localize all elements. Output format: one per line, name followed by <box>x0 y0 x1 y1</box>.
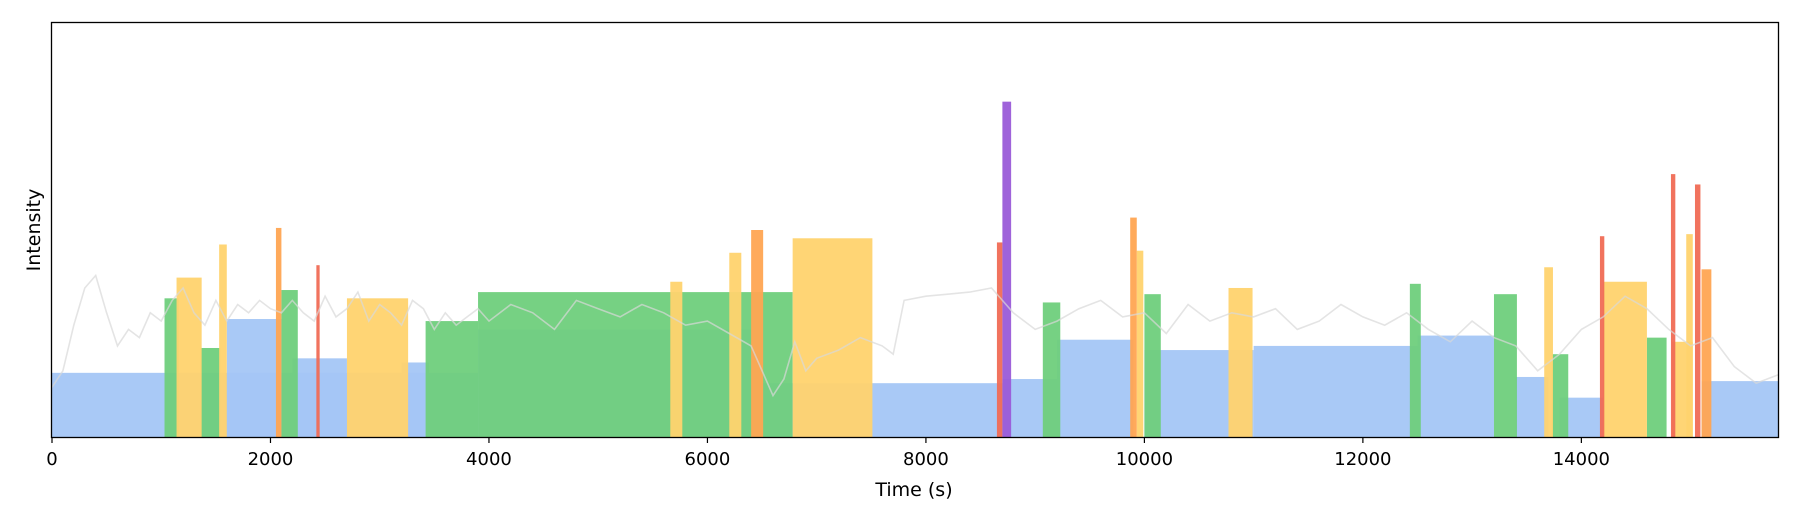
segment-bar-green-23 <box>1493 294 1517 437</box>
segment-bar-green-17 <box>281 290 298 437</box>
x-axis-label: Time (s) <box>874 479 952 501</box>
segment-bar-green-22 <box>1409 283 1421 437</box>
segment-bar-yellow-29 <box>670 281 683 437</box>
segment-bar-blue-14 <box>1701 381 1778 437</box>
segment-bar-orange-41 <box>1701 269 1712 437</box>
segment-bar-red-44 <box>1599 236 1605 437</box>
x-tick-label-10000: 10000 <box>1116 449 1173 470</box>
x-tick-label-8000: 8000 <box>903 449 949 470</box>
segment-bar-yellow-26 <box>176 277 202 437</box>
segment-bar-yellow-33 <box>1228 287 1253 437</box>
segment-bar-blue-8 <box>1057 339 1134 437</box>
segment-bar-red-45 <box>1670 174 1676 438</box>
segment-bar-orange-38 <box>275 227 282 437</box>
segment-bar-green-15 <box>164 298 179 437</box>
x-tick-label-6000: 6000 <box>685 449 731 470</box>
segment-bar-green-24 <box>1551 354 1569 437</box>
segment-bar-orange-40 <box>1130 217 1137 437</box>
segment-bar-blue-12 <box>1515 376 1549 437</box>
x-tick-label-12000: 12000 <box>1334 449 1391 470</box>
segment-bar-green-18 <box>425 321 479 437</box>
y-axis-label: Intensity <box>23 189 45 272</box>
segment-bar-yellow-36 <box>1686 234 1693 437</box>
segment-bar-green-21 <box>1144 294 1161 437</box>
x-tick-label-2000: 2000 <box>248 449 294 470</box>
segment-bar-green-16 <box>200 347 221 437</box>
segment-bar-yellow-37 <box>1672 341 1693 437</box>
segment-bar-orange-39 <box>751 230 764 437</box>
plot-frame <box>50 21 1780 439</box>
segment-bar-green-19 <box>478 292 793 437</box>
x-tick-label-14000: 14000 <box>1553 449 1610 470</box>
segment-bar-green-25 <box>1646 337 1667 437</box>
segment-bar-yellow-32 <box>1136 250 1144 437</box>
x-tick-label-4000: 4000 <box>466 449 512 470</box>
segment-bar-purple-47 <box>1002 101 1012 437</box>
segments-layer <box>52 101 1778 438</box>
segment-bar-yellow-28 <box>346 298 409 437</box>
segment-bar-yellow-34 <box>1544 267 1553 437</box>
segment-bar-blue-11 <box>1417 335 1494 437</box>
segment-bar-green-20 <box>1042 302 1061 437</box>
x-tick-label-0: 0 <box>46 449 57 470</box>
segment-bar-red-42 <box>316 265 320 437</box>
segment-bar-yellow-35 <box>1603 281 1647 437</box>
segment-bar-blue-10 <box>1253 345 1418 437</box>
segment-bar-yellow-27 <box>219 244 227 437</box>
segment-bar-red-43 <box>996 242 1003 437</box>
intensity-trace-line <box>51 273 1779 398</box>
segment-bar-red-46 <box>1694 184 1701 437</box>
segment-bar-blue-1 <box>226 319 282 437</box>
x-axis-ticks: 0 2000 4000 6000 8000 10000 12000 14000 <box>46 437 1610 470</box>
segment-bar-yellow-30 <box>729 252 742 437</box>
